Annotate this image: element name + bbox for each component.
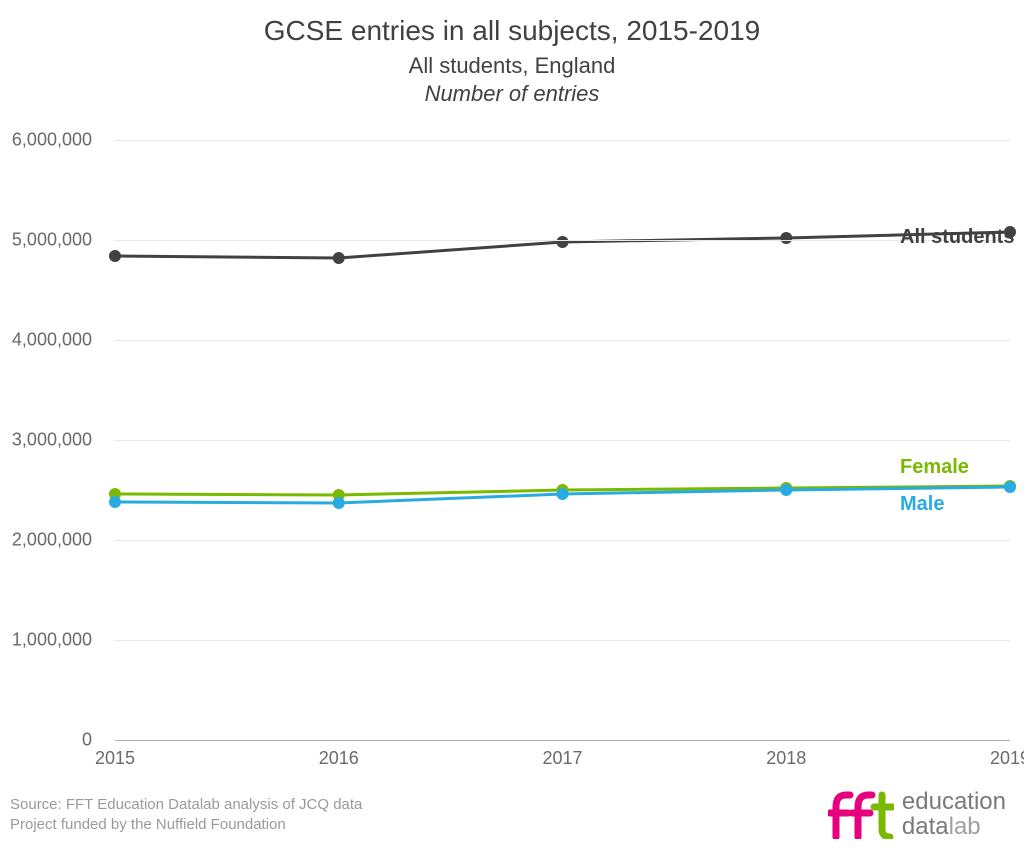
chart-titles: GCSE entries in all subjects, 2015-2019 … <box>0 0 1024 107</box>
gridline <box>115 740 1010 741</box>
series-label: Female <box>900 456 969 479</box>
series-marker <box>333 497 345 509</box>
series-marker <box>780 484 792 496</box>
y-axis-label: 6,000,000 <box>0 130 92 151</box>
series-label: Male <box>900 493 944 516</box>
x-axis-label: 2019 <box>990 748 1024 769</box>
logo: education datalab <box>828 789 1006 839</box>
logo-text-1: education <box>902 789 1006 814</box>
chart-footer: Source: FFT Education Datalab analysis o… <box>10 795 362 836</box>
logo-text-2: datalab <box>902 814 1006 839</box>
y-axis-label: 1,000,000 <box>0 630 92 651</box>
x-axis-label: 2015 <box>95 748 135 769</box>
logo-text: education datalab <box>902 789 1006 839</box>
series-marker <box>780 232 792 244</box>
chart-subtitle-2: Number of entries <box>0 81 1024 107</box>
y-axis-label: 3,000,000 <box>0 430 92 451</box>
y-axis-label: 4,000,000 <box>0 330 92 351</box>
gridline <box>115 140 1010 141</box>
x-axis-label: 2017 <box>542 748 582 769</box>
gridline <box>115 240 1010 241</box>
series-marker <box>109 250 121 262</box>
series-marker <box>109 496 121 508</box>
chart-subtitle-1: All students, England <box>0 53 1024 79</box>
y-axis-label: 2,000,000 <box>0 530 92 551</box>
series-marker <box>1004 481 1016 493</box>
footer-line-1: Source: FFT Education Datalab analysis o… <box>10 795 362 815</box>
chart-title: GCSE entries in all subjects, 2015-2019 <box>0 15 1024 47</box>
gridline <box>115 340 1010 341</box>
chart-container: GCSE entries in all subjects, 2015-2019 … <box>0 0 1024 853</box>
plot-area: 01,000,0002,000,0003,000,0004,000,0005,0… <box>115 140 1010 740</box>
gridline <box>115 440 1010 441</box>
gridline <box>115 540 1010 541</box>
fft-logo-icon <box>828 789 894 839</box>
series-label: All students <box>900 226 1014 249</box>
x-axis-label: 2016 <box>319 748 359 769</box>
y-axis-label: 5,000,000 <box>0 230 92 251</box>
series-marker <box>333 252 345 264</box>
series-marker <box>557 236 569 248</box>
gridline <box>115 640 1010 641</box>
footer-line-2: Project funded by the Nuffield Foundatio… <box>10 815 362 835</box>
x-axis-label: 2018 <box>766 748 806 769</box>
series-marker <box>557 488 569 500</box>
y-axis-label: 0 <box>0 730 92 751</box>
